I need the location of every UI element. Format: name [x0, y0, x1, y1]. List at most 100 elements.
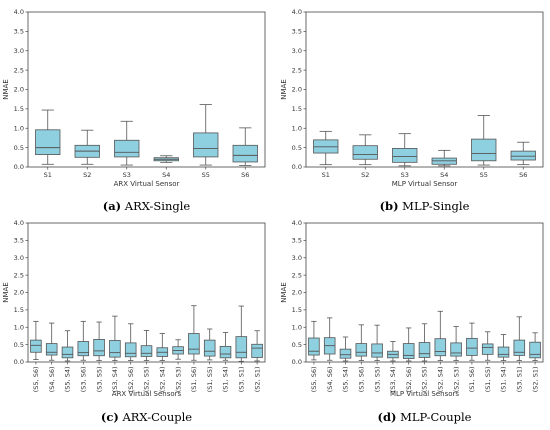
- panel-caption: (d) MLP-Couple: [378, 410, 472, 424]
- y-tick-label: 2.5: [14, 66, 24, 74]
- x-tick-label: (S5, S6): [310, 367, 318, 393]
- y-tick-label: 4.0: [292, 219, 302, 227]
- x-tick-label: S2: [83, 171, 91, 179]
- y-tick-label: 1.5: [14, 306, 24, 314]
- box-6: [124, 323, 137, 362]
- box-14: [529, 332, 541, 362]
- box-2: [392, 133, 418, 167]
- y-axis-label: NMAE: [280, 282, 288, 303]
- panel-caption: (a) ARX-Single: [103, 199, 191, 213]
- box-0: [313, 130, 339, 166]
- box-9: [172, 339, 184, 360]
- iqr-box: [203, 339, 216, 357]
- box-5: [109, 315, 121, 362]
- box-10: [188, 305, 200, 361]
- iqr-box: [93, 339, 105, 357]
- x-tick-label: (S1, S6): [190, 367, 198, 393]
- x-tick-label: (S2, S5): [421, 367, 429, 393]
- iqr-box: [235, 336, 248, 359]
- plot-frame: [27, 11, 266, 168]
- box-11: [203, 328, 216, 361]
- x-tick-label: (S2, S6): [405, 367, 413, 393]
- box-7: [418, 323, 431, 362]
- x-tick-label: (S1, S5): [484, 367, 492, 393]
- y-tick-label: 1.0: [292, 124, 302, 132]
- iqr-box: [35, 129, 61, 156]
- x-tick-label: (S2, S1): [531, 367, 539, 393]
- box-5: [232, 127, 258, 166]
- x-tick-label: (S5, S4): [64, 367, 72, 393]
- x-tick-label: (S4, S6): [326, 367, 334, 393]
- x-tick-label: (S5, S4): [342, 367, 350, 393]
- x-tick-label: S4: [162, 171, 170, 179]
- box-3: [77, 320, 90, 361]
- x-tick-label: (S4, S6): [48, 367, 56, 393]
- iqr-box: [466, 337, 478, 356]
- x-tick-label: S6: [241, 171, 249, 179]
- y-tick-label: 3.5: [292, 28, 302, 36]
- box-4: [193, 104, 219, 166]
- y-tick-label: 2.5: [14, 271, 24, 279]
- y-tick-label: 0.0: [292, 163, 302, 171]
- x-axis-label: MLP Virtual Sensor: [392, 180, 458, 188]
- y-tick-label: 3.0: [14, 47, 24, 55]
- x-axis-label: MLP Virtual Sensors: [390, 390, 459, 398]
- iqr-box: [513, 339, 526, 356]
- x-tick-label: (S2, S5): [143, 367, 151, 393]
- chart-panel-d: 0.0 0.5 1.0 1.5 2.0 2.5 3.0 3.5 4.0 NMAE (S5, S6) (…: [280, 219, 544, 424]
- x-tick-label: (S2, S6): [127, 367, 135, 393]
- box-8: [434, 310, 447, 362]
- box-1: [74, 129, 100, 165]
- x-tick-label: S4: [440, 171, 448, 179]
- y-tick-label: 0.5: [14, 341, 24, 349]
- y-tick-label: 2.0: [14, 86, 24, 94]
- x-axis-label: ARX Virtual Sensors: [112, 390, 182, 398]
- y-tick-label: 3.0: [292, 254, 302, 262]
- x-tick-label: (S2, S1): [253, 367, 261, 393]
- x-tick-label: (S2, S3): [452, 367, 460, 393]
- box-0: [30, 320, 42, 360]
- y-tick-label: 1.5: [292, 105, 302, 113]
- y-tick-label: 4.0: [14, 8, 24, 16]
- iqr-box: [193, 132, 219, 158]
- y-tick-label: 3.0: [292, 47, 302, 55]
- caption-letter: (b): [380, 199, 399, 213]
- chart-panel-c: 0.0 0.5 1.0 1.5 2.0 2.5 3.0 3.5 4.0 NMAE (S5, S6) (…: [2, 219, 266, 424]
- iqr-box: [510, 150, 536, 161]
- iqr-box: [471, 138, 497, 162]
- iqr-box: [402, 343, 415, 359]
- x-tick-label: S3: [123, 171, 131, 179]
- y-tick-label: 0.0: [292, 358, 302, 366]
- box-4: [371, 324, 383, 362]
- box-1: [323, 317, 336, 361]
- x-tick-label: (S3, S1): [238, 367, 246, 393]
- y-tick-label: 3.0: [14, 254, 24, 262]
- y-axis-label: NMAE: [2, 79, 10, 100]
- iqr-box: [355, 343, 368, 357]
- x-tick-label: (S5, S6): [32, 367, 40, 393]
- y-tick-label: 3.5: [14, 28, 24, 36]
- box-1: [352, 134, 378, 166]
- caption-letter: (c): [101, 410, 119, 424]
- box-4: [471, 115, 497, 166]
- x-tick-label: (S3, S1): [516, 367, 524, 393]
- x-tick-label: (S3, S6): [80, 367, 88, 393]
- y-tick-label: 0.5: [292, 341, 302, 349]
- box-11: [481, 331, 494, 361]
- box-10: [466, 322, 478, 361]
- iqr-box: [392, 147, 418, 163]
- iqr-box: [77, 341, 90, 357]
- box-2: [61, 330, 74, 362]
- x-tick-label: (S3, S4): [389, 367, 397, 393]
- iqr-box: [529, 341, 541, 359]
- x-tick-label: S5: [202, 171, 210, 179]
- box-3: [431, 149, 457, 167]
- caption-letter: (a): [103, 199, 121, 213]
- box-13: [235, 305, 248, 362]
- x-tick-label: (S1, S6): [468, 367, 476, 393]
- iqr-box: [339, 348, 352, 359]
- x-tick-label: (S1, S4): [222, 367, 230, 393]
- box-2: [114, 120, 140, 166]
- x-tick-label: (S3, S5): [95, 367, 103, 393]
- box-9: [450, 326, 462, 362]
